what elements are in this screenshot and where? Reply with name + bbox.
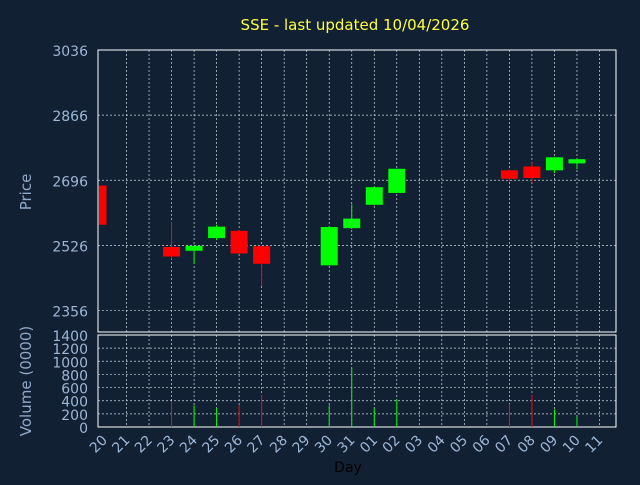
candle-body bbox=[500, 170, 518, 179]
x-tick-label: 06 bbox=[470, 432, 494, 456]
candle-body bbox=[343, 218, 361, 229]
volume-tick-label: 200 bbox=[61, 408, 88, 424]
x-tick-label: 20 bbox=[87, 433, 111, 457]
candle-body bbox=[163, 246, 181, 257]
price-tick-label: 2356 bbox=[52, 305, 88, 321]
price-tick-label: 2696 bbox=[52, 174, 88, 190]
x-tick-label: 30 bbox=[312, 433, 336, 457]
volume-tick-label: 0 bbox=[79, 421, 88, 437]
x-tick-label: 02 bbox=[380, 433, 404, 457]
x-tick-label: 08 bbox=[515, 433, 539, 457]
candle-body bbox=[185, 245, 203, 251]
candle-body bbox=[568, 159, 586, 164]
candle-body bbox=[388, 168, 406, 193]
x-tick-label: 10 bbox=[560, 433, 584, 457]
x-tick-label: 25 bbox=[200, 433, 224, 457]
candle-body bbox=[208, 226, 226, 239]
candle-body bbox=[545, 157, 563, 171]
x-tick-label: 22 bbox=[132, 433, 156, 457]
volume-tick-label: 1400 bbox=[52, 329, 88, 345]
price-tick-labels: 3036 2866 2696 2526 2356 bbox=[52, 44, 88, 321]
x-tick-label: 03 bbox=[402, 433, 426, 457]
chart-title: SSE - last updated 10/04/2026 bbox=[241, 16, 470, 34]
price-tick-label: 2866 bbox=[52, 109, 88, 125]
x-tick-label: 01 bbox=[357, 433, 381, 457]
volume-axis-label: Volume (0000) bbox=[17, 326, 35, 436]
price-axis-label: Price bbox=[17, 174, 35, 211]
x-axis-label: Day bbox=[334, 460, 362, 476]
candlesticks bbox=[99, 156, 586, 287]
price-tick-label: 2526 bbox=[52, 239, 88, 255]
volume-plot-area bbox=[97, 334, 617, 428]
x-tick-label: 09 bbox=[537, 433, 561, 457]
x-tick-label: 31 bbox=[335, 433, 359, 457]
volume-tick-label: 800 bbox=[61, 368, 88, 384]
price-tick-label: 3036 bbox=[52, 44, 88, 60]
x-tick-labels: 2021222324252627282930310102030405060708… bbox=[87, 432, 606, 456]
candle-body bbox=[320, 227, 338, 266]
price-plot-area bbox=[97, 49, 617, 333]
volume-tick-label: 600 bbox=[61, 382, 88, 398]
candle-body bbox=[230, 230, 248, 254]
candle-body bbox=[253, 246, 271, 264]
volume-bars bbox=[171, 367, 578, 427]
x-tick-label: 27 bbox=[245, 433, 269, 457]
volume-tick-label: 1000 bbox=[52, 355, 88, 371]
candle-body bbox=[99, 185, 107, 225]
x-tick-label: 11 bbox=[582, 433, 606, 457]
x-tick-label: 24 bbox=[177, 432, 201, 456]
x-tick-label: 23 bbox=[154, 433, 178, 457]
volume-tick-label: 400 bbox=[61, 395, 88, 411]
x-tick-label: 07 bbox=[492, 433, 516, 457]
x-tick-label: 21 bbox=[109, 433, 133, 457]
x-tick-label: 28 bbox=[267, 433, 291, 457]
volume-tick-label: 1200 bbox=[52, 342, 88, 358]
candle-body bbox=[523, 166, 541, 178]
candle-body bbox=[365, 187, 383, 205]
x-tick-label: 05 bbox=[447, 433, 471, 457]
x-tick-label: 04 bbox=[425, 432, 449, 456]
x-tick-label: 26 bbox=[222, 432, 246, 456]
x-tick-label: 29 bbox=[290, 433, 314, 457]
